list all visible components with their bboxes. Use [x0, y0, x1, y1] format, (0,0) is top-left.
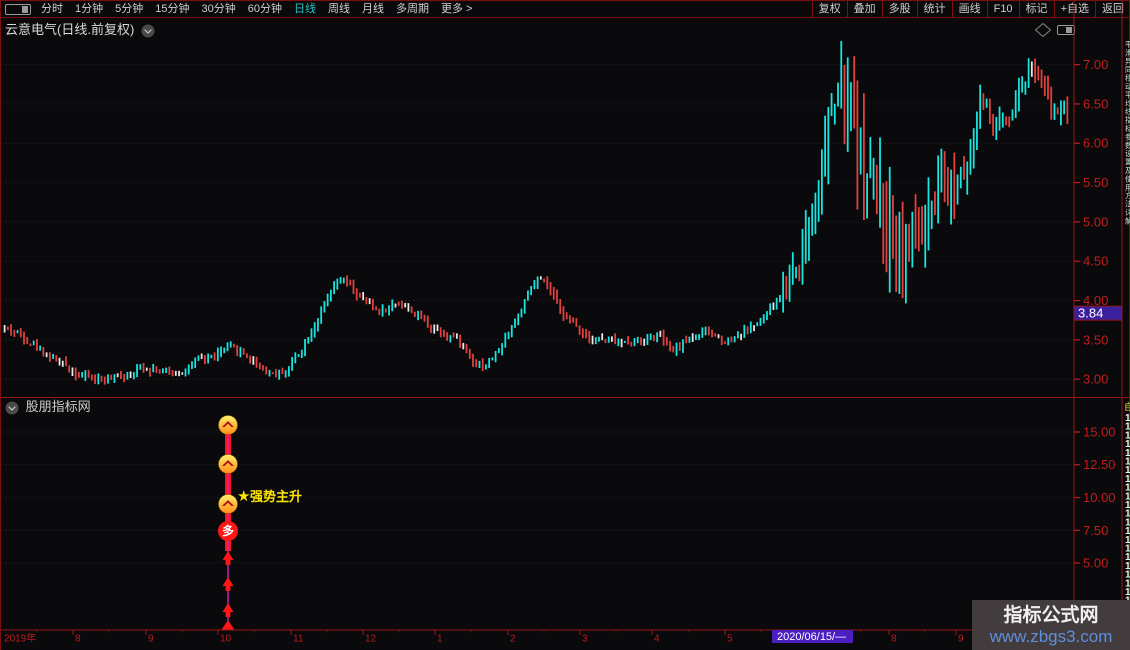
svg-text:4: 4 [654, 634, 660, 645]
svg-text:5: 5 [727, 634, 733, 645]
svg-text:8: 8 [75, 634, 81, 645]
svg-text:9: 9 [958, 634, 964, 645]
svg-text:www.zbgs3.com: www.zbgs3.com [989, 627, 1113, 646]
svg-text:3: 3 [582, 634, 588, 645]
svg-text:指标公式网: 指标公式网 [1003, 603, 1098, 626]
svg-text:11: 11 [293, 634, 304, 645]
svg-text:1: 1 [437, 634, 443, 645]
svg-text:9: 9 [148, 634, 154, 645]
svg-text:10: 10 [220, 634, 232, 645]
svg-text:2020/06/15/—: 2020/06/15/— [777, 631, 846, 643]
svg-text:12: 12 [365, 634, 377, 645]
svg-text:2: 2 [510, 634, 516, 645]
svg-text:8: 8 [891, 634, 897, 645]
svg-text:2019年: 2019年 [4, 632, 36, 645]
